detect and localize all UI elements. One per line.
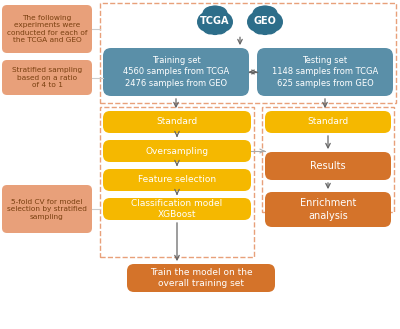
Text: Oversampling: Oversampling — [146, 146, 208, 156]
FancyBboxPatch shape — [252, 22, 278, 30]
Text: Standard: Standard — [307, 117, 349, 126]
FancyBboxPatch shape — [127, 264, 275, 292]
Text: Train the model on the
overall training set: Train the model on the overall training … — [150, 268, 252, 288]
Circle shape — [204, 6, 226, 29]
Bar — [262, 107, 394, 212]
Circle shape — [214, 13, 232, 31]
FancyBboxPatch shape — [103, 140, 251, 162]
FancyBboxPatch shape — [257, 48, 393, 96]
Circle shape — [253, 7, 269, 23]
FancyBboxPatch shape — [103, 198, 251, 220]
Circle shape — [248, 13, 266, 31]
Circle shape — [254, 6, 276, 29]
Bar — [100, 3, 396, 103]
Circle shape — [203, 7, 219, 23]
Circle shape — [261, 7, 277, 23]
FancyBboxPatch shape — [2, 185, 92, 233]
Text: Training set
4560 samples from TCGA
2476 samples from GEO: Training set 4560 samples from TCGA 2476… — [123, 56, 229, 88]
Text: Feature selection: Feature selection — [138, 175, 216, 185]
Circle shape — [207, 19, 223, 35]
Text: 5-fold CV for model
selection by stratified
sampling: 5-fold CV for model selection by stratif… — [7, 198, 87, 219]
FancyBboxPatch shape — [103, 169, 251, 191]
FancyBboxPatch shape — [202, 22, 228, 30]
Circle shape — [202, 18, 218, 34]
FancyBboxPatch shape — [265, 111, 391, 133]
Circle shape — [252, 18, 268, 34]
FancyBboxPatch shape — [103, 48, 249, 96]
Text: Testing set
1148 samples from TCGA
625 samples from GEO: Testing set 1148 samples from TCGA 625 s… — [272, 56, 378, 88]
Circle shape — [264, 13, 282, 31]
Circle shape — [198, 13, 216, 31]
Text: Stratified sampling
based on a ratio
of 4 to 1: Stratified sampling based on a ratio of … — [12, 67, 82, 88]
Text: GEO: GEO — [254, 16, 276, 26]
Bar — [100, 107, 254, 257]
Text: Standard: Standard — [156, 117, 198, 126]
FancyBboxPatch shape — [265, 192, 391, 227]
Text: Classification model
XGBoost: Classification model XGBoost — [131, 199, 223, 219]
Text: The following
experiments were
conducted for each of
the TCGA and GEO: The following experiments were conducted… — [7, 15, 87, 43]
Text: Results: Results — [310, 161, 346, 171]
FancyBboxPatch shape — [265, 152, 391, 180]
FancyBboxPatch shape — [2, 5, 92, 53]
FancyBboxPatch shape — [2, 60, 92, 95]
Text: Enrichment
analysis: Enrichment analysis — [300, 198, 356, 221]
Circle shape — [262, 18, 278, 34]
Circle shape — [211, 7, 227, 23]
FancyBboxPatch shape — [103, 111, 251, 133]
Circle shape — [257, 19, 273, 35]
Circle shape — [212, 18, 228, 34]
Text: TCGA: TCGA — [200, 16, 230, 26]
